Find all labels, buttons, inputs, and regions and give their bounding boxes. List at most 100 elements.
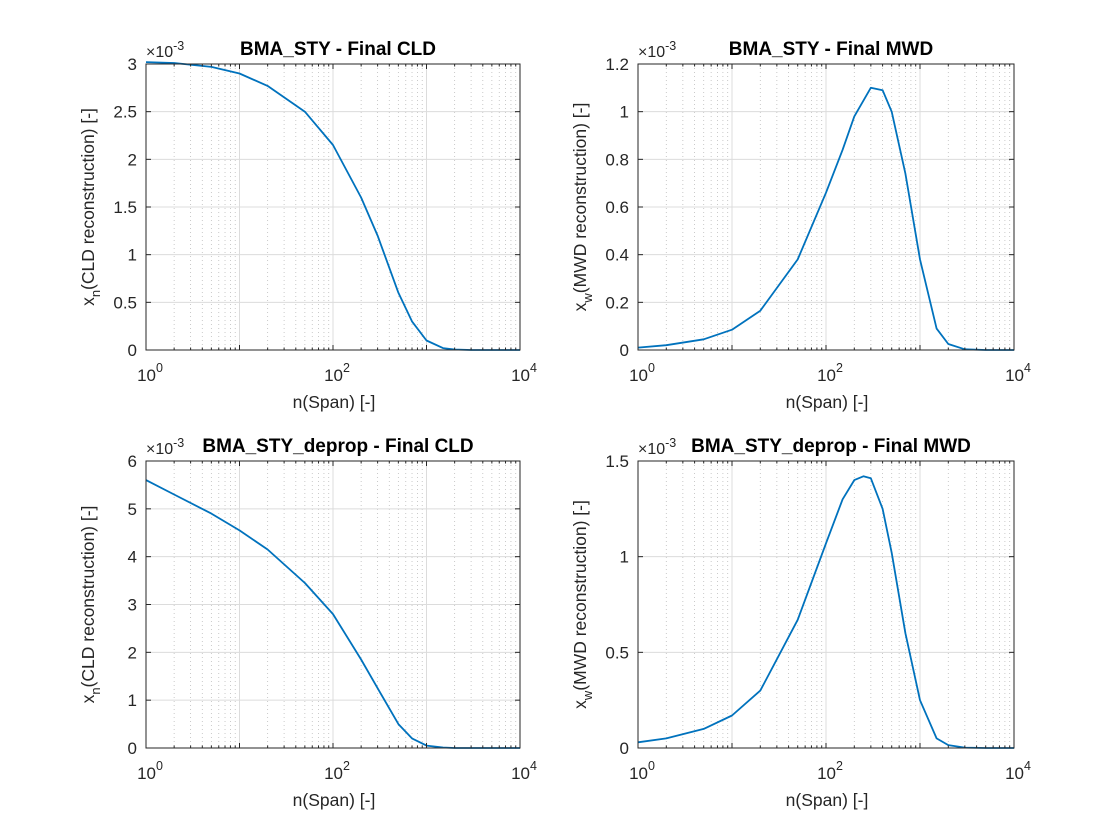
x-axis-label: n(Span) [-] bbox=[293, 392, 376, 412]
y-exponent-label: ×10-3 bbox=[638, 436, 676, 458]
series-line bbox=[637, 86, 1014, 351]
y-tick-label: 1 bbox=[620, 103, 629, 122]
y-tick-label: 0.8 bbox=[605, 150, 629, 169]
x-tick-exponent: 2 bbox=[343, 759, 350, 773]
y-tick-label: 5 bbox=[128, 500, 137, 519]
y-exponent-label: ×10-3 bbox=[146, 436, 184, 458]
x-tick-base: 10 bbox=[511, 764, 530, 783]
y-label-rest: (MWD reconstruction) [-] bbox=[570, 500, 590, 691]
y-label-main: x bbox=[78, 297, 98, 306]
y-tick-label: 2.5 bbox=[113, 103, 137, 122]
y-tick-label: 0.5 bbox=[605, 643, 629, 662]
y-tick-label: 0 bbox=[620, 341, 629, 360]
y-label-main: x bbox=[78, 694, 98, 703]
x-tick-exponent: 0 bbox=[156, 759, 163, 773]
x-tick-label: 104 bbox=[511, 759, 537, 783]
y-tick-label: 0 bbox=[128, 341, 137, 360]
x-tick-label: 102 bbox=[817, 759, 843, 783]
y-exponent-label: ×10-3 bbox=[638, 39, 676, 61]
x-tick-exponent: 0 bbox=[648, 759, 655, 773]
x-tick-label: 102 bbox=[324, 361, 350, 385]
x-tick-exponent: 2 bbox=[343, 361, 350, 375]
x-tick-exponent: 4 bbox=[1024, 759, 1031, 773]
y-label-rest: (MWD reconstruction) [-] bbox=[570, 103, 590, 294]
y-label-subscript: n bbox=[88, 290, 103, 297]
x-tick-label: 100 bbox=[137, 361, 163, 385]
x-tick-label: 102 bbox=[324, 759, 350, 783]
y-tick-label: 1 bbox=[128, 691, 137, 710]
x-tick-label: 100 bbox=[137, 759, 163, 783]
y-axis-label: xn(CLD reconstruction) [-] bbox=[78, 108, 103, 306]
y-exponent-base: ×10 bbox=[146, 44, 173, 61]
x-tick-base: 10 bbox=[817, 366, 836, 385]
x-tick-base: 10 bbox=[511, 366, 530, 385]
y-tick-label: 0 bbox=[620, 739, 629, 758]
y-label-main: x bbox=[570, 302, 590, 311]
y-tick-label: 1.5 bbox=[113, 198, 137, 217]
x-tick-base: 10 bbox=[817, 764, 836, 783]
y-tick-label: 4 bbox=[128, 548, 137, 567]
y-tick-label: 0.4 bbox=[605, 246, 629, 265]
x-tick-label: 100 bbox=[629, 759, 655, 783]
y-tick-label: 1.2 bbox=[605, 55, 629, 74]
y-exponent-label: ×10-3 bbox=[146, 39, 184, 61]
x-tick-base: 10 bbox=[1005, 764, 1024, 783]
y-tick-label: 6 bbox=[128, 452, 137, 471]
x-tick-exponent: 0 bbox=[156, 361, 163, 375]
y-tick-label: 0.5 bbox=[113, 293, 137, 312]
x-tick-exponent: 2 bbox=[836, 361, 843, 375]
y-label-main: x bbox=[570, 700, 590, 709]
x-tick-exponent: 4 bbox=[530, 361, 537, 375]
y-axis-label: xw(MWD reconstruction) [-] bbox=[570, 103, 595, 312]
y-tick-label: 3 bbox=[128, 55, 137, 74]
y-exponent-power: -3 bbox=[173, 436, 184, 450]
y-tick-label: 0.6 bbox=[605, 198, 629, 217]
subplot-title: BMA_STY_deprop - Final MWD bbox=[691, 436, 971, 457]
y-label-rest: (CLD reconstruction) [-] bbox=[78, 506, 98, 688]
x-tick-exponent: 4 bbox=[1024, 361, 1031, 375]
x-tick-exponent: 4 bbox=[530, 759, 537, 773]
x-tick-label: 102 bbox=[817, 361, 843, 385]
series-line bbox=[637, 475, 1014, 749]
x-tick-base: 10 bbox=[137, 764, 156, 783]
y-exponent-power: -3 bbox=[665, 39, 676, 53]
y-tick-label: 3 bbox=[128, 596, 137, 615]
y-exponent-power: -3 bbox=[665, 436, 676, 450]
y-exponent-power: -3 bbox=[173, 39, 184, 53]
x-tick-label: 104 bbox=[1005, 361, 1031, 385]
x-tick-base: 10 bbox=[629, 764, 648, 783]
x-tick-exponent: 0 bbox=[648, 361, 655, 375]
y-label-subscript: n bbox=[88, 687, 103, 694]
y-label-subscript: w bbox=[580, 293, 595, 304]
y-label-rest: (CLD reconstruction) [-] bbox=[78, 108, 98, 290]
x-tick-base: 10 bbox=[1005, 366, 1024, 385]
x-tick-base: 10 bbox=[629, 366, 648, 385]
y-tick-label: 1.5 bbox=[605, 452, 629, 471]
y-exponent-base: ×10 bbox=[638, 441, 665, 458]
y-label-subscript: w bbox=[580, 690, 595, 701]
y-exponent-base: ×10 bbox=[146, 441, 173, 458]
subplot-title: BMA_STY_deprop - Final CLD bbox=[202, 436, 473, 457]
x-tick-base: 10 bbox=[324, 764, 343, 783]
x-tick-label: 104 bbox=[511, 361, 537, 385]
y-exponent-base: ×10 bbox=[638, 44, 665, 61]
x-tick-base: 10 bbox=[324, 366, 343, 385]
y-tick-label: 1 bbox=[620, 548, 629, 567]
x-axis-label: n(Span) [-] bbox=[786, 790, 869, 810]
x-axis-label: n(Span) [-] bbox=[786, 392, 869, 412]
x-tick-label: 100 bbox=[629, 361, 655, 385]
x-tick-exponent: 2 bbox=[836, 759, 843, 773]
y-tick-label: 0.2 bbox=[605, 293, 629, 312]
subplot-title: BMA_STY - Final MWD bbox=[729, 39, 933, 60]
x-axis-label: n(Span) [-] bbox=[293, 790, 376, 810]
x-tick-label: 104 bbox=[1005, 759, 1031, 783]
y-tick-label: 2 bbox=[128, 150, 137, 169]
y-tick-label: 2 bbox=[128, 643, 137, 662]
y-tick-label: 1 bbox=[128, 246, 137, 265]
subplot-title: BMA_STY - Final CLD bbox=[240, 39, 436, 60]
